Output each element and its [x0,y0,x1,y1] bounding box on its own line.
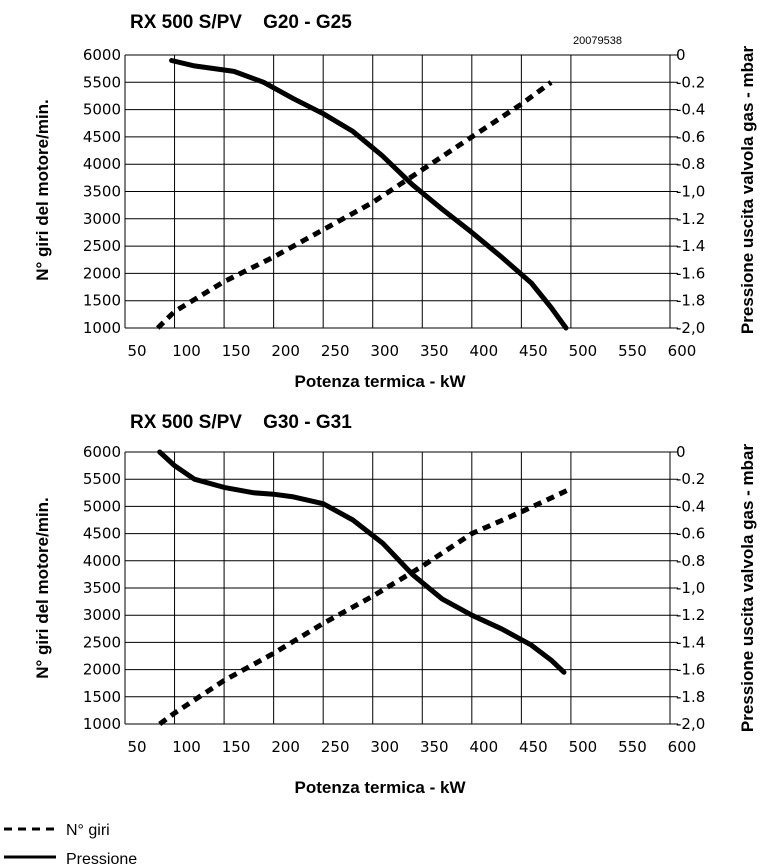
chart-title: RX 500 S/PV G30 - G31 [130,412,352,433]
y2-tick-label: -0.8 [676,552,705,570]
y2-tick-label: -1.2 [676,606,705,624]
y-axis-label-left: N° giri del motore/min. [33,99,52,281]
x-tick-label: 600 [668,738,697,756]
y-tick-label: 2000 [83,264,121,282]
y-tick-label: 6000 [83,443,121,461]
y-tick-label: 3000 [83,606,121,624]
grid [174,54,572,329]
y2-tick-label: -0.6 [676,525,705,543]
y-tick-label: 2000 [83,661,121,679]
x-tick-label: 550 [618,738,647,756]
series-line-giri [158,487,569,727]
y2-tick-label: -0.2 [676,73,705,91]
x-tick-label: 50 [127,342,146,360]
drawing-code: 20079538 [573,35,622,47]
x-axis-label: Potenza termica - kW [295,778,467,797]
x-tick-label: 400 [469,342,498,360]
series-line-giri [155,80,553,330]
x-tick-label: 550 [618,342,647,360]
grid [174,451,572,725]
y-tick-label: 6000 [83,46,121,64]
y2-tick-label: -0.8 [676,155,705,173]
x-tick-label: 500 [569,342,598,360]
y2-tick-label: -1,0 [676,183,705,201]
x-tick-label: 150 [222,738,251,756]
chart-title: RX 500 S/PV G20 - G25 [130,12,352,33]
x-tick-label: 400 [469,738,498,756]
y2-tick-label: -1,0 [676,579,705,597]
legend: N° giri Pressione [4,822,137,868]
y-tick-label: 3000 [83,210,121,228]
legend-label-pressione: Pressione [66,851,137,868]
y-tick-label: 1500 [83,688,121,706]
y-axis-label-left: N° giri del motore/min. [33,497,52,679]
chart-g30-g31: RX 500 S/PV G30 - G31 Potenza termica - … [33,412,757,797]
y2-tick-label: -0.4 [676,101,705,119]
series-line-pressione [169,58,569,331]
y-tick-label: 1500 [83,292,121,310]
x-tick-label: 250 [321,342,350,360]
y2-tick-label: -0.4 [676,497,705,515]
y-tick-label: 5500 [83,73,121,91]
y-axis-label-right: Pressione uscita valvola gas - mbar [738,444,757,733]
y-tick-label: 5500 [83,470,121,488]
x-tick-label: 100 [172,342,201,360]
y2-tick-label: -1.8 [676,292,705,310]
y2-tick-label: 0 [676,443,686,461]
x-tick-label: 150 [222,342,251,360]
y-tick-label: 5000 [83,497,121,515]
y-tick-label: 1000 [83,319,121,337]
x-tick-label: 450 [519,738,548,756]
x-tick-label: 450 [519,342,548,360]
y-tick-label: 5000 [83,101,121,119]
y2-tick-label: -1.8 [676,688,705,706]
y2-tick-label: -2,0 [676,715,705,733]
chart-g20-g25: RX 500 S/PV G20 - G25 20079538 Potenza t… [33,12,757,391]
y-tick-label: 2500 [83,237,121,255]
y-tick-label: 2500 [83,633,121,651]
x-tick-label: 50 [127,738,146,756]
y-tick-label: 4000 [83,552,121,570]
x-axis-label: Potenza termica - kW [295,372,467,391]
x-tick-label: 350 [420,738,449,756]
y2-tick-label: -1.6 [676,264,705,282]
y2-tick-label: -2,0 [676,319,705,337]
series-line-pressione [157,449,567,675]
y-tick-label: 3500 [83,579,121,597]
y-tick-label: 4000 [83,155,121,173]
y-tick-label: 3500 [83,183,121,201]
y2-tick-label: -1.4 [676,237,705,255]
legend-label-giri: N° giri [66,822,110,839]
y-tick-label: 4500 [83,525,121,543]
x-tick-label: 200 [271,342,300,360]
x-tick-label: 600 [668,342,697,360]
x-tick-label: 350 [420,342,449,360]
x-tick-label: 200 [271,738,300,756]
y2-tick-label: -1.6 [676,661,705,679]
y2-tick-label: -1.4 [676,633,705,651]
x-tick-label: 300 [370,738,399,756]
y-tick-label: 1000 [83,715,121,733]
y2-tick-label: -1.2 [676,210,705,228]
x-tick-label: 250 [321,738,350,756]
y2-tick-label: 0 [676,46,686,64]
y-tick-label: 4500 [83,128,121,146]
y2-tick-label: -0.2 [676,470,705,488]
x-tick-label: 500 [569,738,598,756]
y-axis-label-right: Pressione uscita valvola gas - mbar [738,46,757,335]
x-tick-label: 100 [172,738,201,756]
y2-tick-label: -0.6 [676,128,705,146]
x-tick-label: 300 [370,342,399,360]
